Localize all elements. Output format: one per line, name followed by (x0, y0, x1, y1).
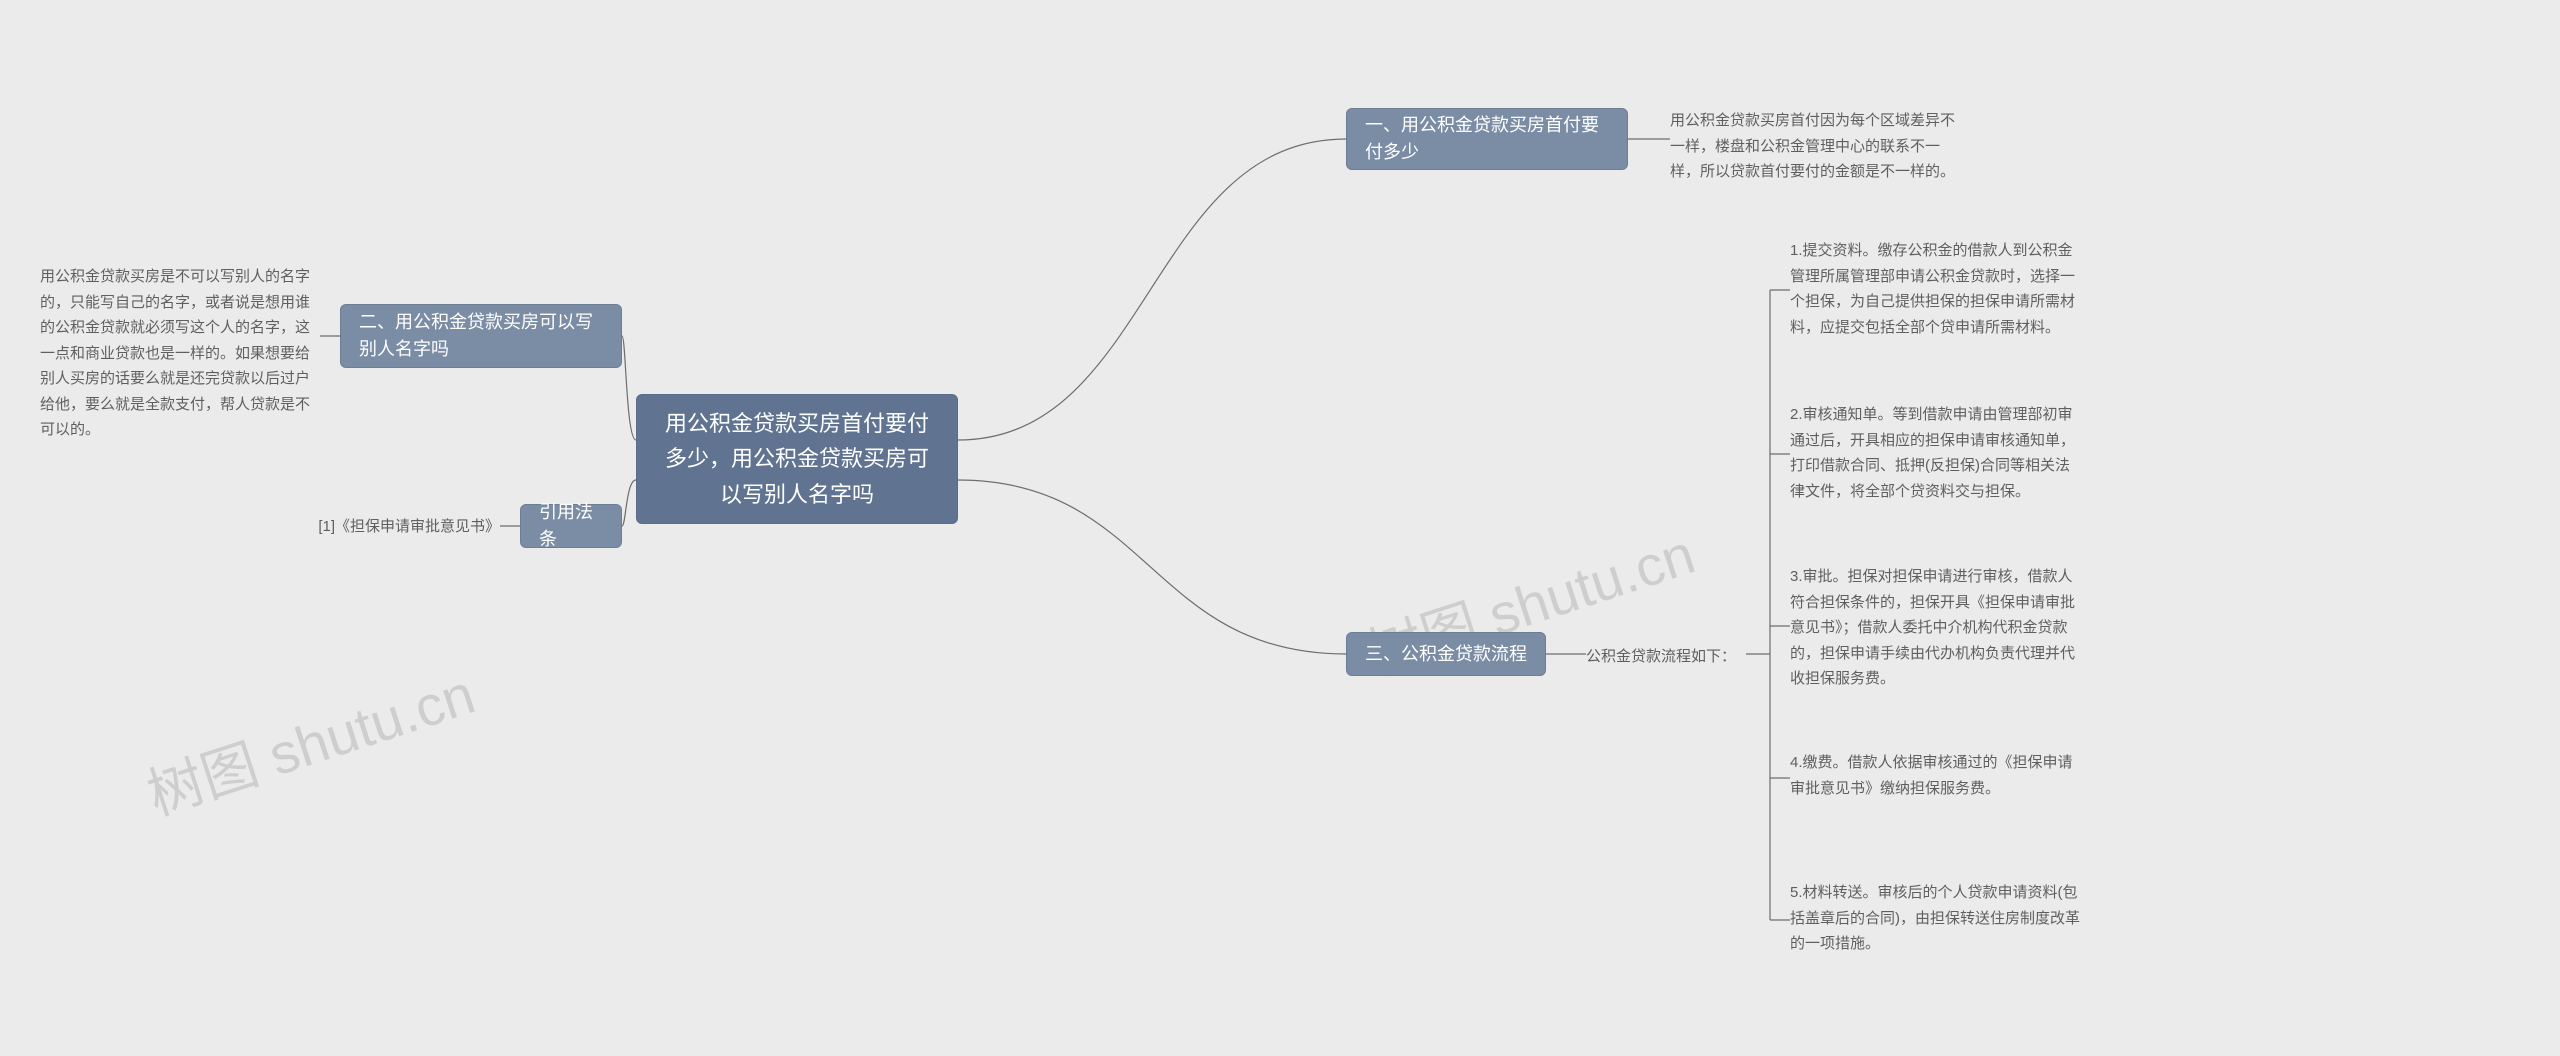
step-1-text: 1.提交资料。缴存公积金的借款人到公积金管理所属管理部申请公积金贷款时，选择一个… (1790, 242, 2075, 336)
step-2: 2.审核通知单。等到借款申请由管理部初审通过后，开具相应的担保申请审核通知单，打… (1790, 402, 2080, 504)
step-2-text: 2.审核通知单。等到借款申请由管理部初审通过后，开具相应的担保申请审核通知单，打… (1790, 406, 2075, 500)
branch-3-intro: 公积金贷款流程如下： (1586, 644, 1746, 670)
watermark-1: 树图 shutu.cn (136, 650, 484, 832)
step-5-text: 5.材料转送。审核后的个人贷款申请资料(包括盖章后的合同)，由担保转送住房制度改… (1790, 884, 2080, 952)
branch-3-intro-text: 公积金贷款流程如下： (1586, 648, 1736, 665)
branch-2[interactable]: 二、用公积金贷款买房可以写别人名字吗 (340, 304, 622, 368)
step-1: 1.提交资料。缴存公积金的借款人到公积金管理所属管理部申请公积金贷款时，选择一个… (1790, 238, 2080, 340)
center-node-text: 用公积金贷款买房首付要付多少，用公积金贷款买房可以写别人名字吗 (655, 406, 939, 512)
branch-law[interactable]: 引用法条 (520, 504, 622, 548)
branch-1-label: 一、用公积金贷款买房首付要付多少 (1365, 112, 1609, 166)
branch-3[interactable]: 三、公积金贷款流程 (1346, 632, 1546, 676)
step-3: 3.审批。担保对担保申请进行审核，借款人符合担保条件的，担保开具《担保申请审批意… (1790, 564, 2080, 692)
branch-law-label: 引用法条 (539, 499, 603, 553)
center-node[interactable]: 用公积金贷款买房首付要付多少，用公积金贷款买房可以写别人名字吗 (636, 394, 958, 524)
branch-1-leaf: 用公积金贷款买房首付因为每个区域差异不一样，楼盘和公积金管理中心的联系不一样，所… (1670, 108, 1960, 185)
branch-1[interactable]: 一、用公积金贷款买房首付要付多少 (1346, 108, 1628, 170)
branch-2-leaf-text: 用公积金贷款买房是不可以写别人的名字的，只能写自己的名字，或者说是想用谁的公积金… (40, 268, 310, 438)
step-3-text: 3.审批。担保对担保申请进行审核，借款人符合担保条件的，担保开具《担保申请审批意… (1790, 568, 2075, 687)
branch-1-leaf-text: 用公积金贷款买房首付因为每个区域差异不一样，楼盘和公积金管理中心的联系不一样，所… (1670, 112, 1955, 180)
step-4-text: 4.缴费。借款人依据审核通过的《担保申请审批意见书》缴纳担保服务费。 (1790, 754, 2073, 797)
branch-2-label: 二、用公积金贷款买房可以写别人名字吗 (359, 309, 603, 363)
branch-law-leaf-text: [1]《担保申请审批意见书》 (318, 518, 500, 535)
step-5: 5.材料转送。审核后的个人贷款申请资料(包括盖章后的合同)，由担保转送住房制度改… (1790, 880, 2080, 957)
step-4: 4.缴费。借款人依据审核通过的《担保申请审批意见书》缴纳担保服务费。 (1790, 750, 2080, 801)
branch-2-leaf: 用公积金贷款买房是不可以写别人的名字的，只能写自己的名字，或者说是想用谁的公积金… (40, 264, 320, 443)
branch-3-label: 三、公积金贷款流程 (1365, 641, 1527, 668)
branch-law-leaf: [1]《担保申请审批意见书》 (310, 514, 500, 540)
